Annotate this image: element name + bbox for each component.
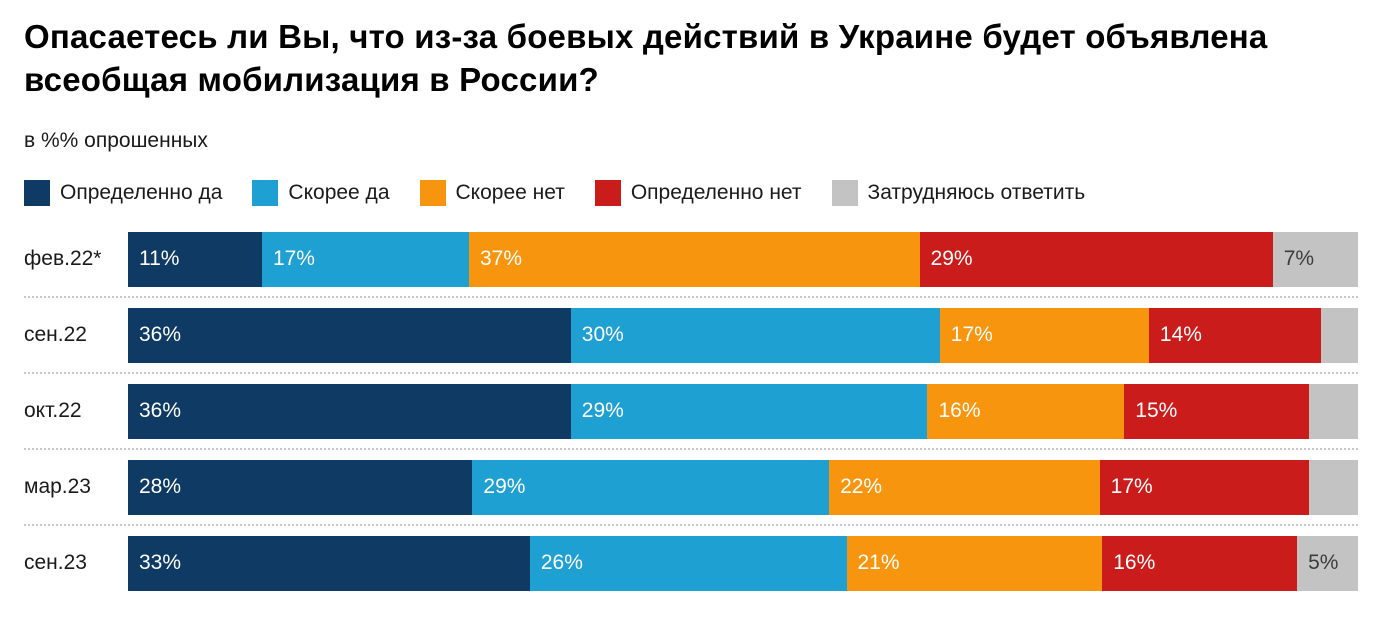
chart-row: окт.22 36% 29% 16% 15% [24,374,1358,450]
chart-row: сен.22 36% 30% 17% 14% [24,298,1358,374]
bar-segment-label: 14% [1159,323,1202,347]
bar-segment-label: 36% [139,323,182,347]
row-label: окт.22 [24,399,82,423]
bar-segment: 29% [919,231,1273,287]
bar-segment-label: 7% [1283,247,1315,271]
bar-segment-label: 15% [1135,399,1178,423]
survey-chart-page: Опасаетесь ли Вы, что из-за боевых дейст… [24,18,1358,600]
bar-segment-label: 29% [930,247,973,271]
bar-segment [1308,459,1358,515]
bar-segment: 33% [128,535,530,591]
bar-segment: 14% [1148,307,1322,363]
bar-segment [1321,307,1358,363]
bar-segment: 21% [846,535,1103,591]
stacked-bar: 33% 26% 21% 16% 5% [128,535,1358,591]
bar-segment [1308,383,1358,439]
stacked-bar: 28% 29% 22% 17% [128,459,1358,515]
legend-item: Затрудняюсь ответить [831,179,1086,206]
bar-segment: 16% [1102,535,1298,591]
bar-segment-label: 29% [483,475,526,499]
bar-segment-label: 26% [540,551,583,575]
chart: фев.22* 11% 17% 37% 29% 7% сен.22 36% 30% 17% 14% о… [24,222,1358,600]
chart-title: Опасаетесь ли Вы, что из-за боевых дейст… [24,18,1268,98]
bar-segment-label: 17% [1110,475,1153,499]
legend-item: Скорее нет [419,179,565,206]
legend-item: Определенно да [24,179,223,206]
bar-segment: 15% [1124,383,1309,439]
bar-segment-label: 36% [139,399,182,423]
bar-segment-label: 33% [139,551,182,575]
bar-segment-label: 30% [581,323,624,347]
legend-swatch [419,179,446,206]
bar-segment: 22% [829,459,1100,515]
bar-segment-label: 21% [857,551,900,575]
bar-segment: 29% [570,383,928,439]
legend-item: Скорее да [252,179,390,206]
bar-segment: 30% [570,307,940,363]
bar-segment: 17% [939,307,1149,363]
legend: Определенно да Скорее да Скорее нет Определ… [24,179,1358,206]
row-label: сен.23 [24,551,87,575]
bar-segment: 28% [128,459,473,515]
bar-segment: 29% [472,459,830,515]
legend-swatch [252,179,279,206]
bar-segment-label: 29% [581,399,624,423]
legend-item: Определенно нет [594,179,802,206]
legend-label: Скорее да [288,180,390,204]
legend-label: Определенно да [60,180,223,204]
bar-segment: 17% [261,231,469,287]
bar-segment-label: 5% [1308,551,1339,575]
stacked-bar: 36% 29% 16% 15% [128,383,1358,439]
bar-segment: 36% [128,383,571,439]
bar-segment-label: 22% [840,475,883,499]
bar-segment-label: 37% [479,247,522,271]
bar-segment-label: 28% [139,475,182,499]
bar-segment: 26% [529,535,847,591]
bar-segment: 37% [468,231,920,287]
bar-segment: 11% [128,231,262,287]
bar-segment-label: 16% [938,399,981,423]
legend-swatch [831,179,858,206]
chart-row: мар.23 28% 29% 22% 17% [24,450,1358,526]
bar-segment: 7% [1272,231,1358,287]
bar-segment: 5% [1297,535,1358,591]
row-label: мар.23 [24,475,91,499]
bar-segment-label: 17% [950,323,993,347]
bar-segment-label: 16% [1113,551,1156,575]
bar-segment: 36% [128,307,571,363]
bar-segment: 17% [1099,459,1309,515]
row-label: фев.22* [24,247,102,271]
stacked-bar: 11% 17% 37% 29% 7% [128,231,1358,287]
bar-segment-label: 11% [139,247,180,271]
legend-swatch [594,179,621,206]
chart-row: сен.23 33% 26% 21% 16% 5% [24,526,1358,600]
row-label: сен.22 [24,323,87,347]
bar-segment: 16% [927,383,1125,439]
legend-label: Определенно нет [630,180,802,204]
chart-subtitle: в %% опрошенных [24,128,208,152]
bar-segment-label: 17% [272,247,315,271]
legend-label: Скорее нет [455,180,565,204]
legend-swatch [24,179,50,206]
legend-label: Затрудняюсь ответить [867,180,1086,204]
stacked-bar: 36% 30% 17% 14% [128,307,1358,363]
chart-row: фев.22* 11% 17% 37% 29% 7% [24,222,1358,298]
